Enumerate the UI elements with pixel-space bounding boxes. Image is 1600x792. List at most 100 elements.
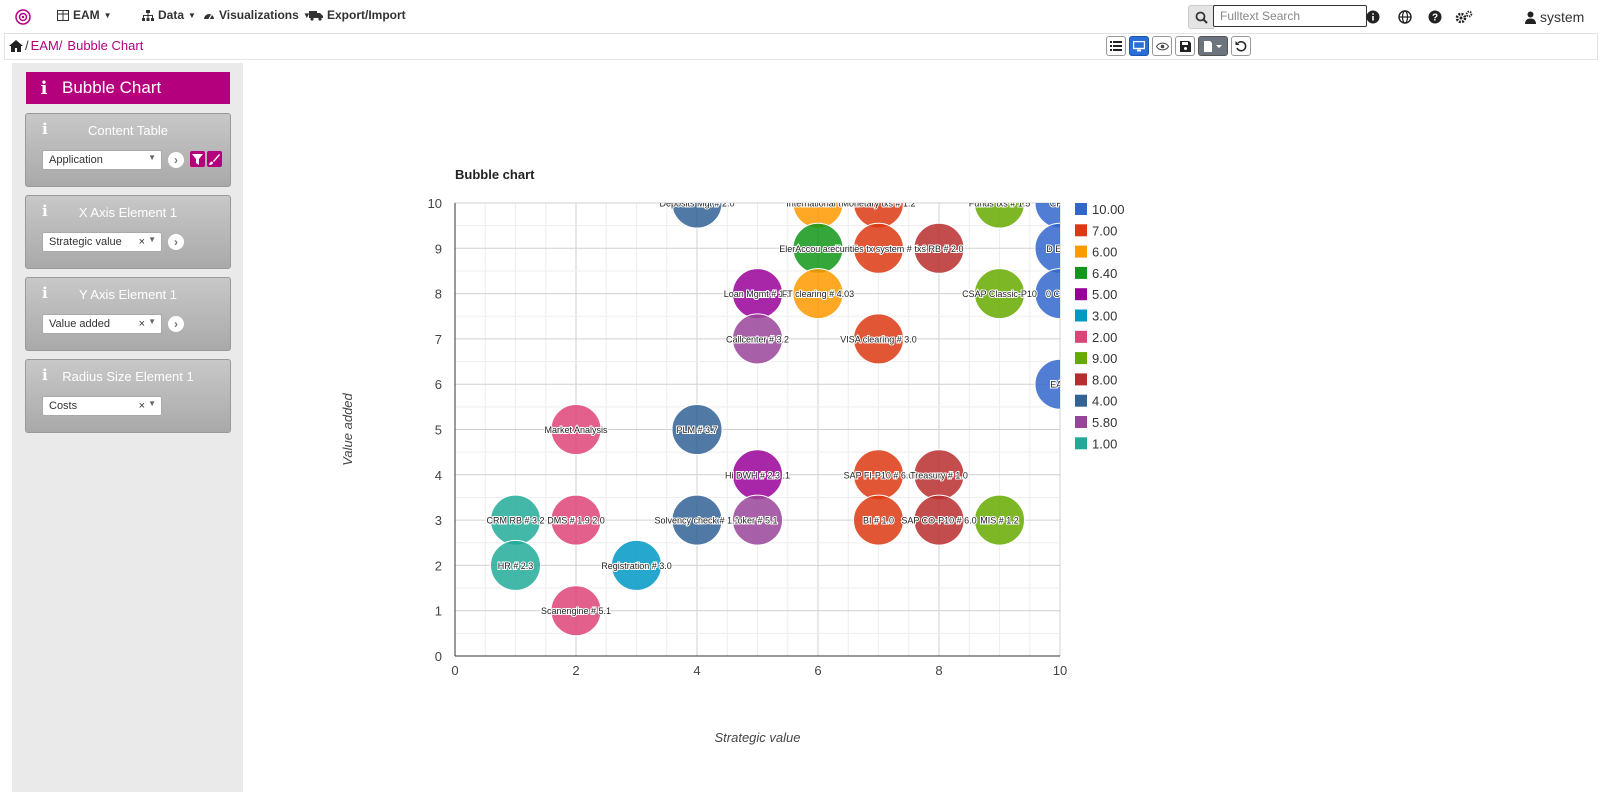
- bubble[interactable]: [1034, 268, 1085, 320]
- y-axis-go-button[interactable]: ›: [168, 316, 184, 332]
- reset-button[interactable]: [1231, 36, 1251, 56]
- save-button[interactable]: [1175, 36, 1195, 56]
- bubble[interactable]: [1034, 190, 1085, 229]
- x-axis-title: Strategic value: [715, 730, 801, 745]
- bubble[interactable]: [853, 190, 904, 229]
- bubble[interactable]: [550, 404, 602, 455]
- y-axis-select[interactable]: Value added × ▼: [42, 314, 162, 334]
- bubble[interactable]: [671, 190, 723, 229]
- legend-label: 5.80: [1092, 415, 1117, 430]
- bubble[interactable]: [732, 313, 783, 365]
- legend-swatch[interactable]: [1075, 288, 1087, 301]
- user-icon: [1525, 11, 1536, 24]
- y-tick-label: 6: [435, 377, 442, 392]
- info-icon[interactable]: [1365, 9, 1381, 25]
- info-icon: i: [42, 366, 48, 384]
- legend-swatch[interactable]: [1075, 416, 1087, 428]
- legend-swatch[interactable]: [1075, 394, 1087, 407]
- filter-button[interactable]: [190, 151, 205, 167]
- caret-down-icon: ▼: [148, 235, 156, 244]
- settings-icon[interactable]: [1454, 9, 1474, 25]
- bubble[interactable]: [853, 313, 904, 365]
- content-table-go-button[interactable]: ›: [168, 152, 184, 168]
- bubble[interactable]: [853, 494, 904, 546]
- bubble[interactable]: [732, 494, 783, 546]
- logo-icon[interactable]: [14, 8, 32, 26]
- breadcrumb-eam-link[interactable]: EAM/: [30, 38, 63, 53]
- legend-swatch[interactable]: [1075, 245, 1087, 258]
- bubble[interactable]: [974, 494, 1025, 546]
- legend-swatch[interactable]: [1075, 373, 1087, 386]
- bubble[interactable]: [550, 585, 602, 637]
- list-view-button[interactable]: [1106, 36, 1126, 56]
- bubble-label: Deposits Mgt # 2.0: [659, 199, 734, 209]
- home-icon[interactable]: [9, 39, 23, 52]
- menu-visualizations-label: Visualizations: [219, 8, 299, 22]
- legend-swatch[interactable]: [1075, 437, 1087, 450]
- bubble[interactable]: [853, 222, 904, 274]
- legend-swatch[interactable]: [1075, 266, 1087, 279]
- legend-swatch[interactable]: [1075, 330, 1087, 343]
- help-icon[interactable]: ?: [1427, 9, 1443, 25]
- bubble[interactable]: [490, 539, 541, 591]
- bubble[interactable]: [913, 494, 965, 546]
- menu-export-import[interactable]: Export/Import: [309, 8, 406, 22]
- bubble[interactable]: [792, 190, 844, 229]
- legend-swatch[interactable]: [1075, 352, 1087, 365]
- export-dropdown-button[interactable]: [1198, 36, 1228, 56]
- file-export-icon: [1204, 40, 1222, 52]
- content-table-select[interactable]: Application ▼: [42, 150, 162, 170]
- radius-select[interactable]: Costs × ▼: [42, 396, 162, 416]
- sidebar-header: i Bubble Chart: [26, 72, 230, 104]
- y-tick-label: 8: [435, 287, 442, 302]
- edit-button[interactable]: [207, 151, 222, 167]
- bubble[interactable]: [913, 222, 965, 274]
- y-tick-label: 5: [435, 423, 442, 438]
- legend-swatch[interactable]: [1075, 203, 1087, 215]
- bubble[interactable]: [974, 190, 1025, 229]
- bubble[interactable]: [974, 268, 1025, 320]
- breadcrumb-current[interactable]: Bubble Chart: [67, 38, 144, 53]
- bubble-label: CRM RB # 3.2: [486, 516, 544, 526]
- bubble[interactable]: [792, 268, 844, 320]
- breadcrumb-separator: /: [25, 38, 29, 53]
- menu-data[interactable]: Data ▼: [142, 8, 196, 22]
- monitor-icon: [1133, 40, 1145, 51]
- bubble[interactable]: [1034, 222, 1085, 274]
- bubble[interactable]: [671, 404, 723, 455]
- bubble[interactable]: [550, 494, 602, 546]
- legend-label: 8.00: [1092, 372, 1117, 387]
- legend-swatch[interactable]: [1075, 309, 1087, 322]
- bubble[interactable]: [611, 539, 662, 591]
- menu-eam-label: EAM: [73, 8, 100, 22]
- globe-icon[interactable]: [1397, 9, 1413, 25]
- y-tick-label: 7: [435, 332, 442, 347]
- x-axis-go-button[interactable]: ›: [168, 234, 184, 250]
- svg-text:?: ?: [1432, 13, 1438, 24]
- y-tick-label: 1: [435, 604, 442, 619]
- clear-icon[interactable]: ×: [138, 400, 145, 412]
- fulltext-search-input[interactable]: [1213, 5, 1367, 27]
- bubble-label: Funds txs # 1.5: [969, 199, 1031, 209]
- search-button[interactable]: [1188, 5, 1214, 29]
- search-icon: [1195, 11, 1208, 24]
- menu-visualizations[interactable]: Visualizations ▼: [203, 8, 311, 22]
- clear-icon[interactable]: ×: [138, 236, 145, 248]
- bubble-label: D ERP: [1046, 244, 1074, 254]
- bubble[interactable]: [1034, 358, 1085, 410]
- bubble-label: oker # 5.1: [737, 516, 777, 526]
- legend-swatch[interactable]: [1075, 224, 1087, 237]
- preview-button[interactable]: [1152, 36, 1172, 56]
- menu-eam[interactable]: EAM ▼: [57, 8, 112, 22]
- info-icon: i: [42, 202, 48, 220]
- filter-icon: [192, 153, 203, 165]
- radius-value: Costs: [49, 400, 78, 412]
- x-axis-value: Strategic value: [49, 236, 122, 248]
- clear-icon[interactable]: ×: [138, 318, 145, 330]
- caret-down-icon: ▼: [302, 10, 311, 20]
- desktop-view-button[interactable]: [1129, 36, 1149, 56]
- user-menu[interactable]: system: [1525, 9, 1584, 25]
- x-axis-select[interactable]: Strategic value × ▼: [42, 232, 162, 252]
- bubble[interactable]: [671, 494, 723, 546]
- caret-down-icon: ▼: [188, 10, 196, 20]
